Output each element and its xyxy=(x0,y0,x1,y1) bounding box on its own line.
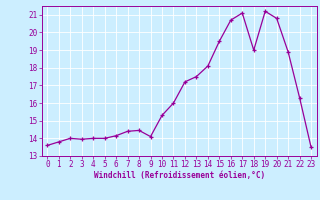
X-axis label: Windchill (Refroidissement éolien,°C): Windchill (Refroidissement éolien,°C) xyxy=(94,171,265,180)
